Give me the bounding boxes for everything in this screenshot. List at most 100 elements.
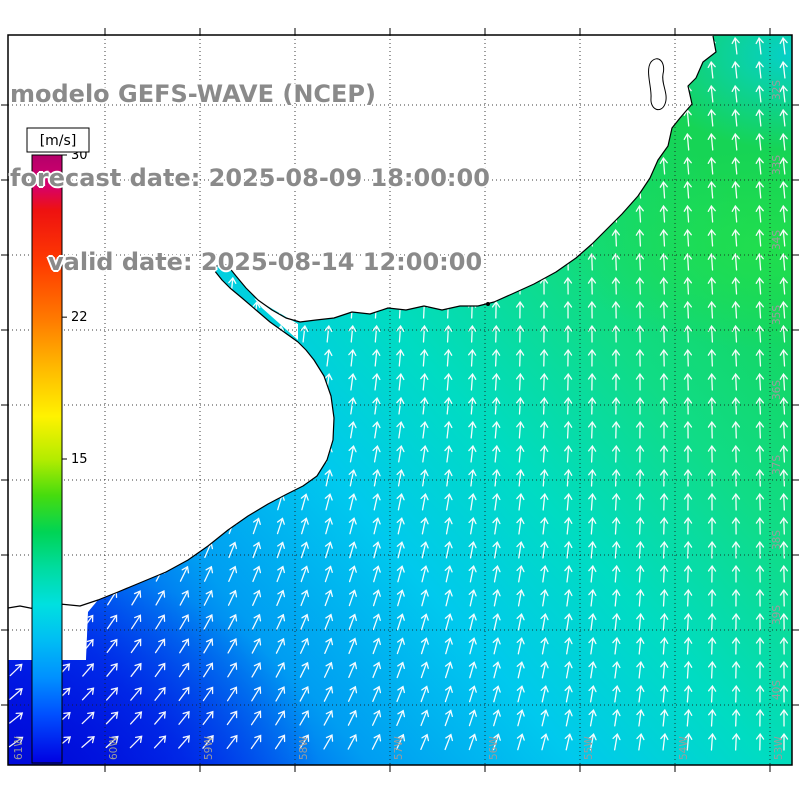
- wind-arrow: [420, 685, 429, 703]
- wind-arrow: [779, 228, 788, 247]
- wind-arrow: [9, 687, 23, 700]
- wind-arrow: [611, 300, 621, 319]
- wind-arrow: [588, 612, 597, 631]
- wind-arrow: [731, 636, 741, 655]
- wind-arrow: [323, 685, 334, 702]
- lon-label: 55W: [583, 736, 595, 760]
- wind-arrow: [684, 732, 693, 751]
- wind-arrow: [707, 180, 716, 199]
- wind-arrow: [178, 686, 190, 702]
- wind-arrow: [420, 324, 429, 343]
- wind-arrow: [154, 711, 166, 725]
- wind-arrow: [779, 684, 789, 703]
- wind-arrow: [276, 589, 286, 607]
- wind-arrow: [660, 660, 669, 679]
- wind-arrow: [731, 180, 740, 199]
- wind-arrow: [348, 420, 357, 439]
- wind-arrow: [348, 565, 357, 583]
- wind-arrow: [516, 372, 525, 391]
- wind-arrow: [659, 444, 669, 463]
- wind-arrow: [396, 396, 405, 415]
- wind-arrow: [564, 612, 573, 631]
- frame-ticks: [1, 28, 799, 772]
- wind-arrow: [636, 732, 645, 751]
- wind-arrow: [779, 588, 789, 607]
- wind-arrow: [468, 420, 477, 439]
- wind-arrow: [611, 348, 621, 367]
- wind-arrow: [659, 516, 669, 535]
- wind-arrow: [444, 517, 453, 535]
- wind-arrow: [348, 493, 357, 511]
- wind-arrow: [659, 420, 669, 439]
- wind-arrow: [516, 661, 525, 679]
- wind-arrow: [468, 492, 477, 511]
- wind-arrow: [372, 613, 381, 631]
- wind-arrow: [539, 324, 549, 343]
- wind-arrow: [612, 708, 621, 727]
- wind-arrow: [564, 516, 573, 535]
- wind-arrow: [636, 612, 645, 631]
- wind-arrow: [324, 517, 333, 535]
- wind-arrow: [779, 60, 788, 79]
- wind-arrow: [660, 684, 669, 703]
- wind-arrow: [324, 565, 333, 583]
- wind-arrow: [564, 564, 573, 583]
- wind-arrow: [372, 324, 381, 343]
- wind-arrow: [540, 444, 549, 463]
- wind-arrow: [707, 348, 717, 367]
- wind-arrow: [323, 661, 334, 678]
- wind-arrow: [396, 324, 405, 343]
- wind-arrow: [707, 420, 717, 439]
- wind-arrow: [587, 444, 597, 463]
- wind-arrow: [755, 84, 764, 103]
- wind-arrow: [540, 709, 549, 727]
- graticule-grid: [8, 35, 792, 765]
- wind-arrow: [659, 228, 668, 247]
- wind-arrow: [755, 300, 764, 319]
- wind-arrow: [635, 444, 645, 463]
- wind-arrow: [683, 468, 693, 487]
- wind-arrow: [755, 60, 764, 79]
- wind-arrow: [588, 684, 597, 703]
- wind-arrow: [611, 252, 621, 271]
- wind-arrow: [179, 614, 190, 630]
- wind-arrow: [468, 661, 477, 679]
- wind-arrow: [612, 612, 621, 631]
- wind-arrow: [731, 492, 741, 511]
- wind-arrow: [707, 444, 717, 463]
- wind-arrow: [299, 661, 310, 678]
- wind-arrow: [708, 684, 717, 703]
- lon-label: 54W: [678, 736, 690, 760]
- wind-arrow: [779, 132, 788, 151]
- wind-arrow: [492, 444, 501, 463]
- wind-arrow: [227, 638, 238, 654]
- wind-arrow: [731, 372, 741, 391]
- wind-arrow: [492, 685, 501, 703]
- wind-arrow: [348, 469, 357, 487]
- wind-arrow: [347, 709, 358, 726]
- wind-arrow: [612, 660, 621, 679]
- cyan-corner-patch: [640, 35, 792, 150]
- wind-arrow: [755, 204, 764, 223]
- wind-arrow: [611, 444, 621, 463]
- lon-label: 60W: [108, 736, 120, 760]
- wind-arrow: [226, 686, 238, 702]
- wind-arrow: [323, 734, 334, 750]
- wind-arrow: [420, 637, 429, 655]
- wind-arrow: [228, 541, 238, 559]
- wind-arrow: [611, 420, 621, 439]
- wind-arrow: [683, 348, 693, 367]
- wind-arrow: [153, 735, 167, 749]
- wind-arrow: [420, 661, 429, 679]
- wind-arrow: [707, 492, 717, 511]
- wind-arrow: [468, 733, 477, 751]
- wind-arrow: [731, 732, 741, 751]
- wind-arrow: [755, 372, 764, 391]
- wind-arrow: [468, 541, 477, 559]
- wind-arrow: [611, 228, 621, 247]
- wind-arrow: [731, 708, 741, 727]
- wind-arrow: [300, 517, 309, 535]
- wind-arrow: [468, 709, 477, 727]
- wind-arrow: [347, 733, 358, 750]
